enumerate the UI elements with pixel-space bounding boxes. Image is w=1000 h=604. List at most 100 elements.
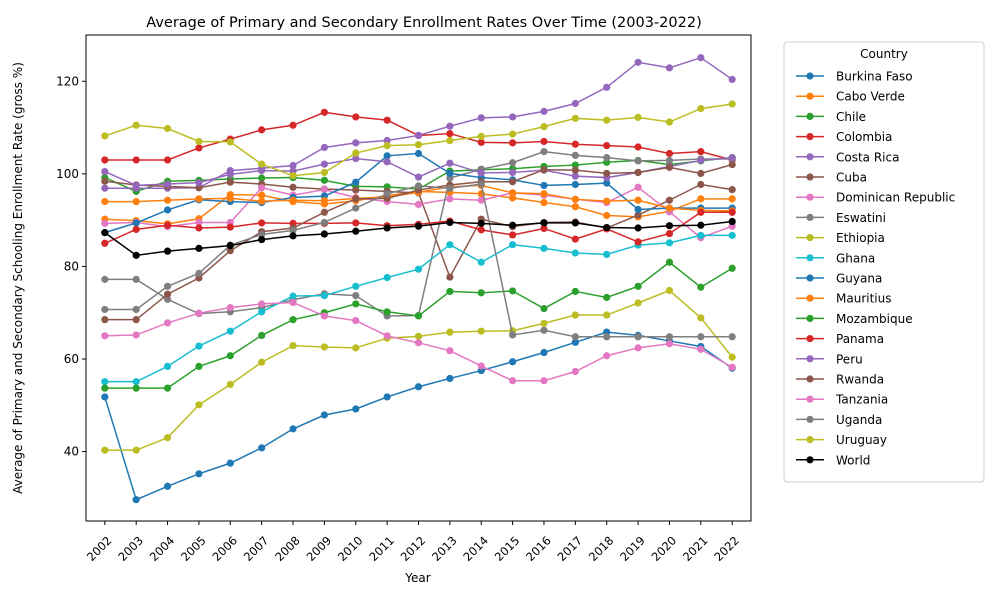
data-point xyxy=(132,251,140,259)
legend-title: Country xyxy=(860,47,908,61)
data-point xyxy=(289,341,297,350)
data-point xyxy=(132,121,140,129)
series-line xyxy=(104,56,733,189)
data-point xyxy=(571,180,579,189)
data-point xyxy=(320,291,328,300)
data-point xyxy=(603,211,611,220)
plot-area xyxy=(101,54,736,504)
data-point xyxy=(414,312,423,320)
x-tick-label: 2007 xyxy=(241,533,272,564)
data-point xyxy=(132,275,140,283)
x-tick-label: 2021 xyxy=(680,533,711,564)
data-point xyxy=(132,219,140,227)
series-uganda xyxy=(101,180,736,341)
legend-item: Uganda xyxy=(796,413,882,427)
data-point xyxy=(258,160,266,168)
legend-item: Rwanda xyxy=(796,373,884,387)
data-point xyxy=(163,196,172,204)
x-axis: 2002 2003 2004 2005 2006 2007 2008 2009 2010 2011… xyxy=(84,521,742,564)
data-point xyxy=(509,139,517,147)
data-point xyxy=(163,247,172,255)
data-point xyxy=(634,224,642,232)
data-point xyxy=(665,118,674,126)
data-point xyxy=(258,191,266,199)
legend-item: Colombia xyxy=(796,130,892,144)
data-point xyxy=(383,136,391,145)
data-point xyxy=(352,139,360,147)
data-point xyxy=(163,482,172,490)
legend-swatch-marker xyxy=(806,294,814,302)
legend-label: Peru xyxy=(836,352,863,366)
data-point xyxy=(289,316,297,324)
data-point xyxy=(571,333,579,341)
data-point xyxy=(226,380,234,389)
data-point xyxy=(603,333,611,341)
data-point xyxy=(414,265,423,273)
x-tick-label: 2017 xyxy=(555,533,586,564)
data-point xyxy=(320,197,328,205)
data-point xyxy=(414,131,423,140)
y-tick-label: 80 xyxy=(64,259,79,273)
data-point xyxy=(540,326,548,334)
legend-swatch-marker xyxy=(806,395,814,403)
legend-label: Dominican Republic xyxy=(836,191,955,205)
data-point xyxy=(414,149,423,158)
data-point xyxy=(352,291,360,300)
x-tick-label: 2022 xyxy=(711,533,742,564)
y-axis: 40 60 80 100 120 xyxy=(56,74,86,459)
data-point xyxy=(697,156,705,165)
data-point xyxy=(226,223,234,231)
data-point xyxy=(697,54,705,62)
y-tick-label: 120 xyxy=(56,74,79,88)
data-point xyxy=(446,122,454,130)
data-point xyxy=(540,148,548,156)
data-point xyxy=(101,219,109,227)
legend-swatch-marker xyxy=(806,314,814,322)
data-point xyxy=(571,195,579,203)
data-point xyxy=(697,104,705,113)
data-point xyxy=(665,258,674,266)
data-point xyxy=(352,227,360,235)
legend-label: Burkina Faso xyxy=(836,70,913,84)
data-point xyxy=(383,332,391,340)
data-point xyxy=(697,169,705,177)
data-point xyxy=(258,167,266,175)
legend-swatch-marker xyxy=(806,213,814,221)
data-point xyxy=(101,332,109,340)
data-point xyxy=(101,132,109,140)
data-point xyxy=(477,169,485,177)
data-point xyxy=(477,362,485,370)
data-point xyxy=(540,377,548,385)
x-tick-label: 2018 xyxy=(586,533,617,564)
data-point xyxy=(665,229,674,238)
data-point xyxy=(101,384,109,392)
data-point xyxy=(509,221,517,229)
data-point xyxy=(603,179,611,187)
data-point xyxy=(634,333,642,341)
data-point xyxy=(728,264,736,272)
data-point xyxy=(571,311,579,319)
legend-label: Ethiopia xyxy=(836,231,885,245)
data-point xyxy=(665,156,674,165)
data-point xyxy=(728,100,736,108)
legend-item: Mozambique xyxy=(796,312,913,326)
data-point xyxy=(163,124,172,133)
legend-label: Tanzania xyxy=(835,393,888,407)
legend-swatch-marker xyxy=(806,234,814,242)
x-tick-label: 2012 xyxy=(398,533,429,564)
data-point xyxy=(132,496,140,504)
data-point xyxy=(446,374,454,383)
data-point xyxy=(603,142,611,150)
data-point xyxy=(634,344,642,352)
legend-swatch-marker xyxy=(806,335,814,343)
data-point xyxy=(571,140,579,148)
data-point xyxy=(195,218,203,227)
series-world xyxy=(101,217,736,259)
x-tick-label: 2008 xyxy=(272,533,303,564)
data-point xyxy=(320,168,328,177)
data-point xyxy=(132,384,140,392)
chart-title: Average of Primary and Secondary Enrollm… xyxy=(146,15,701,31)
data-point xyxy=(446,328,454,336)
legend-swatch-marker xyxy=(806,92,814,100)
